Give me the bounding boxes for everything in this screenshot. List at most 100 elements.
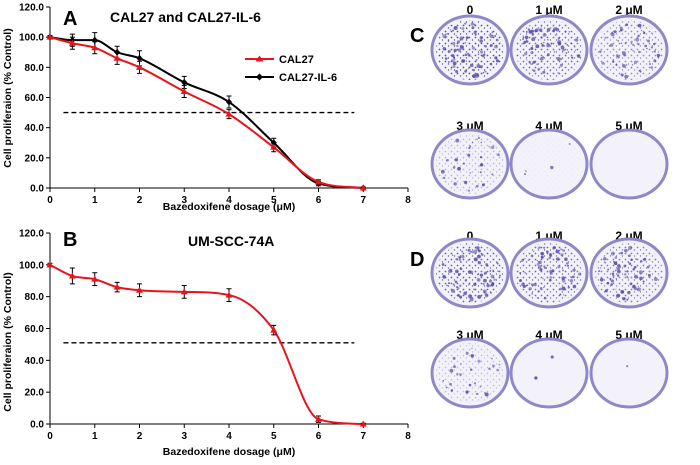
colony-dot: [496, 368, 500, 372]
colony-dish: 0: [430, 229, 510, 309]
colony-dot: [630, 40, 633, 44]
colony-dot: [550, 42, 553, 45]
colony-dot: [562, 279, 566, 283]
colony-panel-d: 0 1 μM 2 μM 3 μM 4 μM 5 μM: [430, 229, 669, 409]
colony-dot: [536, 63, 539, 66]
colony-dot: [528, 287, 532, 291]
colony-dot: [465, 36, 469, 40]
colony-dot: [467, 153, 471, 157]
colony-dot: [452, 64, 456, 69]
colony-dot: [530, 63, 533, 65]
colony-dot: [456, 44, 459, 48]
colony-dot: [540, 36, 543, 39]
colony-dot: [468, 383, 472, 387]
y-tick-label: 100.0: [19, 33, 44, 44]
colony-dot: [473, 257, 478, 262]
colony-dot: [604, 261, 607, 264]
colony-dot: [455, 35, 457, 37]
colony-dot: [493, 278, 496, 281]
colony-stain: [595, 20, 663, 80]
colony-dot: [646, 47, 648, 50]
colony-dot: [633, 265, 637, 269]
x-tick-label: 8: [405, 195, 411, 206]
colony-dot: [624, 273, 627, 276]
colony-dot: [625, 64, 628, 66]
panel-letter-c: C: [410, 25, 424, 47]
colony-dot: [479, 156, 483, 159]
colony-dot: [467, 248, 471, 252]
colony-dot: [482, 71, 485, 74]
colony-dish: 0: [430, 3, 510, 86]
x-tick-label: 2: [137, 431, 143, 442]
colony-dot: [648, 63, 651, 66]
legend-label-cal27: CAL27: [279, 54, 314, 66]
colony-dot: [657, 54, 661, 57]
colony-dot: [463, 180, 468, 185]
colony-dot: [617, 40, 620, 42]
colony-dot: [629, 282, 633, 286]
colony-dot: [492, 34, 494, 37]
colony-dot: [534, 28, 539, 33]
colony-dot: [457, 287, 460, 290]
data-point: [315, 415, 322, 422]
colony-dot: [478, 65, 482, 69]
y-tick-label: 40.0: [25, 123, 45, 134]
colony-dish: 3 μM: [430, 328, 510, 409]
colony-dot: [479, 50, 484, 54]
colony-dot: [560, 45, 565, 50]
colony-dot: [570, 42, 573, 45]
colony-dot: [466, 27, 468, 30]
colony-dot: [561, 70, 563, 72]
x-tick-label: 1: [92, 431, 98, 442]
colony-dot: [473, 249, 478, 254]
colony-dot: [464, 42, 466, 44]
colony-dish: 4 μM: [509, 119, 589, 200]
colony-dot: [559, 287, 563, 291]
colony-dot: [637, 50, 641, 54]
colony-dot: [470, 250, 473, 253]
chart-b-axes: 0.0 20.0 40.0 60.0 80.0 100.0 120.0 0 1 2 3 4 5 6 7 8: [19, 229, 411, 443]
colony-dot: [610, 251, 615, 256]
colony-dot: [464, 279, 467, 282]
colony-dot: [469, 63, 474, 68]
x-tick-label: 7: [360, 195, 366, 206]
colony-dot: [473, 288, 476, 291]
colony-dot: [457, 255, 459, 258]
colony-dot: [556, 57, 561, 62]
colony-dot: [530, 254, 534, 258]
x-tick-label: 2: [137, 195, 143, 206]
colony-dot: [568, 143, 571, 146]
colony-dot: [459, 284, 462, 287]
colony-dot: [525, 40, 529, 43]
colony-dot: [465, 60, 468, 63]
chart-a-title: CAL27 and CAL27-IL-6: [110, 9, 261, 25]
colony-dot: [477, 294, 482, 299]
data-point: [359, 184, 367, 191]
legend-label-cal27-il6: CAL27-IL-6: [279, 72, 337, 84]
colony-dot: [530, 46, 534, 50]
data-point: [180, 87, 188, 94]
series-line: [49, 263, 364, 425]
colony-dot: [491, 31, 494, 34]
colony-dot: [574, 49, 577, 51]
colony-dot: [619, 28, 623, 32]
colony-dot: [479, 36, 483, 40]
colony-dot: [569, 275, 572, 278]
colony-dot: [485, 263, 488, 266]
colony-dot: [456, 40, 461, 44]
colony-dot: [628, 262, 632, 265]
colony-dot: [633, 60, 638, 64]
colony-dot: [464, 53, 468, 57]
colony-dot: [475, 392, 479, 396]
colony-dot: [484, 70, 487, 73]
colony-dot: [442, 46, 447, 51]
colony-dot: [615, 54, 619, 57]
x-tick-label: 6: [316, 431, 322, 442]
data-point: [359, 420, 367, 427]
colony-dot: [530, 51, 534, 55]
colony-dot: [537, 290, 540, 293]
colony-dot: [638, 270, 643, 275]
colony-dot: [632, 49, 634, 52]
colony-dot: [457, 294, 459, 297]
colony-dot: [561, 286, 566, 291]
